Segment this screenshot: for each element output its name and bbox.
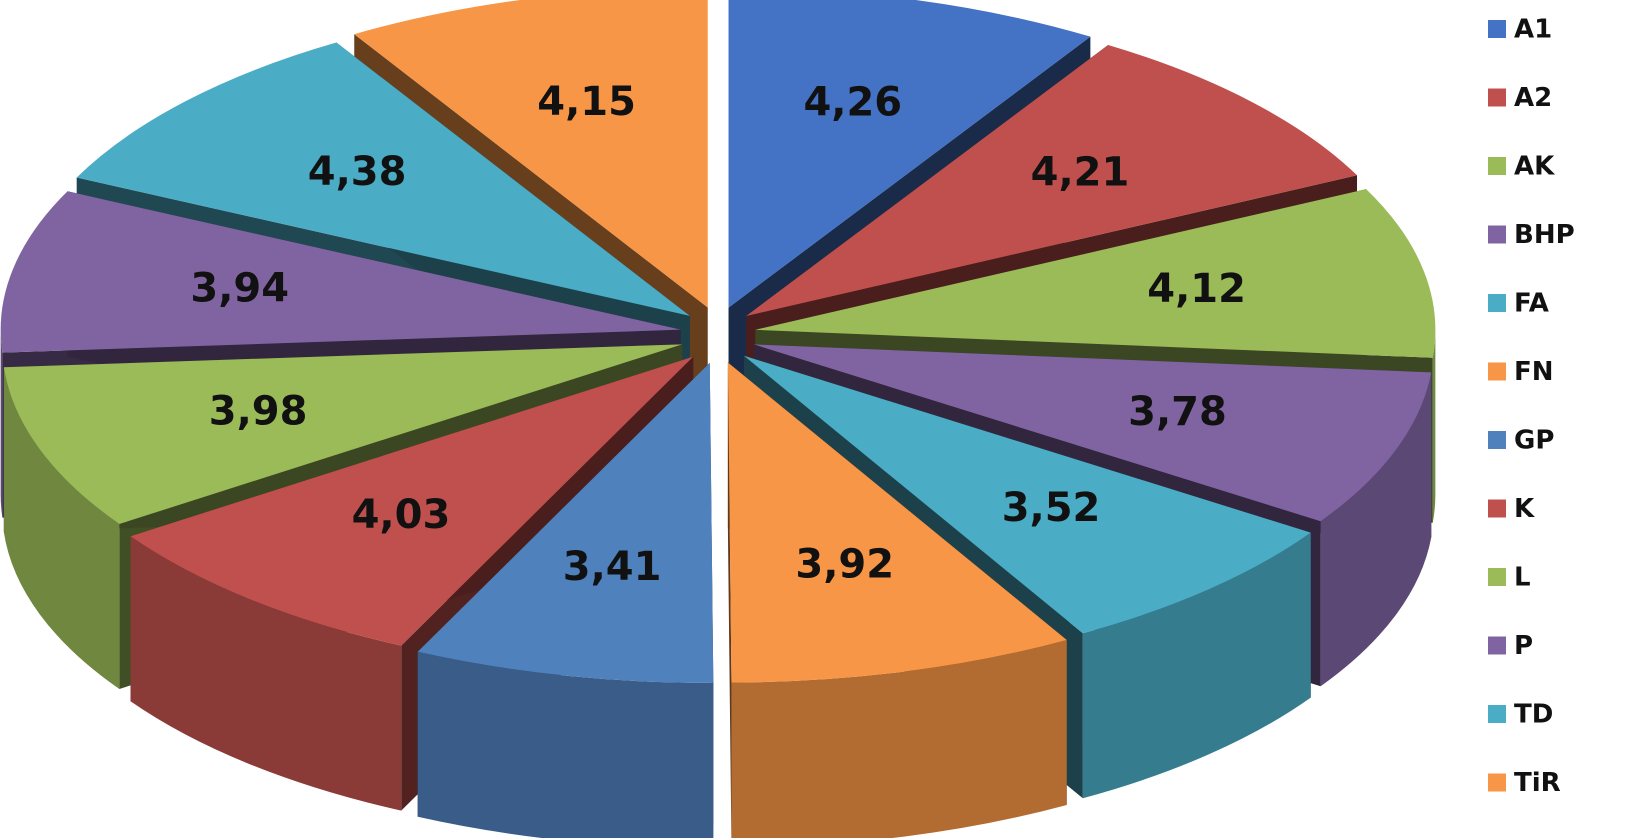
legend-label-tir: TiR — [1514, 768, 1561, 798]
legend-label-fa: FA — [1514, 289, 1549, 319]
legend-label-td: TD — [1514, 700, 1553, 730]
slice-top-face — [3, 344, 683, 524]
slice-top-face — [746, 45, 1358, 316]
legend-label-p: P — [1514, 631, 1533, 661]
legend-swatch-k — [1488, 499, 1506, 518]
slice-outer-wall — [417, 651, 714, 838]
legend-swatch-gp — [1488, 431, 1506, 449]
legend-swatch-tir — [1488, 773, 1506, 792]
legend-label-bhp: BHP — [1514, 220, 1575, 250]
slice-outer-wall — [3, 367, 120, 689]
value-label-td: 4,38 — [308, 149, 407, 195]
legend-swatch-bhp — [1488, 225, 1506, 244]
legend-swatch-ak — [1488, 157, 1506, 175]
slice-top-face — [354, 0, 708, 308]
slice-top-face — [727, 362, 1067, 683]
value-label-fa: 3,52 — [1002, 485, 1101, 531]
slice-top-face — [417, 362, 714, 683]
slice-outer-wall — [1432, 329, 1436, 523]
legend-swatch-l — [1488, 568, 1506, 586]
slice-outer-wall — [1082, 532, 1311, 799]
value-label-k: 4,03 — [352, 492, 451, 538]
legend-label-a1: A1 — [1514, 15, 1552, 45]
pie-slice-gp — [417, 362, 714, 838]
slice-top-face — [755, 189, 1436, 358]
legend-label-ak: AK — [1514, 152, 1555, 182]
legend-swatch-a2 — [1488, 88, 1506, 107]
legend-swatch-td — [1488, 705, 1506, 723]
value-label-fn: 3,92 — [795, 541, 894, 587]
value-label-gp: 3,41 — [563, 544, 662, 590]
slice-top-face — [753, 344, 1432, 522]
pie-slices — [0, 0, 1436, 838]
value-label-a2: 4,21 — [1031, 150, 1130, 196]
slice-outer-wall — [731, 639, 1067, 838]
legend-label-fn: FN — [1514, 357, 1554, 387]
slice-top-face — [728, 0, 1091, 308]
pie-value-labels: 4,26 4,21 4,12 3,78 3,52 3,92 3,41 4,03 3,98 3,94… — [190, 79, 1246, 590]
slice-top-face — [76, 42, 690, 316]
value-label-p: 3,94 — [190, 265, 289, 311]
slice-top-face — [130, 356, 694, 646]
value-label-l: 3,98 — [209, 389, 308, 435]
legend-label-a2: A2 — [1514, 83, 1552, 113]
slice-outer-wall — [130, 536, 402, 811]
slice-outer-wall — [0, 329, 3, 518]
legend-swatch-fn — [1488, 362, 1506, 381]
legend-swatch-a1 — [1488, 20, 1506, 38]
slice-outer-wall — [1320, 372, 1432, 687]
legend-swatch-p — [1488, 636, 1506, 655]
legend-label-l: L — [1514, 563, 1531, 593]
value-label-a1: 4,26 — [803, 80, 902, 126]
legend: A1 A2 AK BHP FA FN GP K L P TD TiR — [1488, 15, 1575, 798]
slice-top-face — [743, 355, 1311, 634]
slice-side-wall — [727, 362, 732, 838]
value-label-ak: 4,12 — [1147, 266, 1246, 312]
value-label-bhp: 3,78 — [1128, 389, 1227, 435]
slice-top-face — [0, 191, 681, 353]
pie-slice-fn — [727, 362, 1067, 838]
legend-swatch-fa — [1488, 294, 1506, 312]
value-label-tir: 4,15 — [537, 79, 636, 125]
legend-label-gp: GP — [1514, 426, 1554, 456]
legend-label-k: K — [1514, 494, 1535, 524]
